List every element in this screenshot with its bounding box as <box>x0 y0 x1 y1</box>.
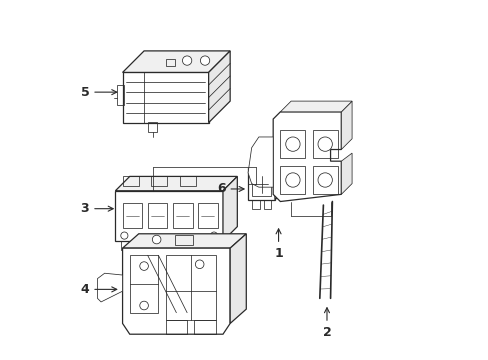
Text: 4: 4 <box>81 283 117 296</box>
Bar <box>180 176 196 186</box>
Circle shape <box>317 173 332 187</box>
Polygon shape <box>223 176 237 241</box>
Circle shape <box>317 137 332 151</box>
Bar <box>199 241 212 250</box>
Bar <box>147 203 167 228</box>
Polygon shape <box>247 160 284 169</box>
Polygon shape <box>273 112 341 202</box>
Text: 1: 1 <box>274 229 283 260</box>
Circle shape <box>195 260 203 269</box>
Polygon shape <box>341 101 351 149</box>
Polygon shape <box>122 234 246 248</box>
Bar <box>165 255 215 320</box>
Bar <box>148 122 157 132</box>
Bar <box>151 176 167 186</box>
Circle shape <box>140 301 148 310</box>
Circle shape <box>152 235 161 244</box>
Polygon shape <box>115 191 223 241</box>
Bar <box>180 241 192 250</box>
Polygon shape <box>247 169 274 200</box>
Bar <box>251 173 271 196</box>
Bar <box>122 203 142 228</box>
Bar <box>280 166 305 194</box>
Bar <box>122 176 139 186</box>
Text: 5: 5 <box>81 86 117 99</box>
Polygon shape <box>247 137 273 187</box>
Circle shape <box>121 232 128 239</box>
Bar <box>140 241 153 250</box>
Polygon shape <box>122 51 230 72</box>
Bar <box>280 130 305 158</box>
Polygon shape <box>274 160 284 200</box>
Circle shape <box>140 262 148 270</box>
Text: 3: 3 <box>81 202 113 215</box>
Bar <box>165 59 174 66</box>
Polygon shape <box>122 248 230 334</box>
Text: 6: 6 <box>217 183 244 195</box>
Bar <box>165 320 187 334</box>
Circle shape <box>285 173 300 187</box>
Text: 2: 2 <box>322 308 331 339</box>
Circle shape <box>182 56 191 65</box>
Polygon shape <box>280 101 351 112</box>
Bar <box>174 234 192 245</box>
Circle shape <box>200 56 209 65</box>
Bar <box>194 320 215 334</box>
Bar <box>172 203 192 228</box>
Bar <box>312 130 337 158</box>
Bar <box>263 200 271 209</box>
Bar <box>312 166 337 194</box>
Polygon shape <box>341 153 351 194</box>
Polygon shape <box>115 176 237 191</box>
Circle shape <box>210 232 217 239</box>
Polygon shape <box>230 234 246 323</box>
Bar <box>160 241 172 250</box>
Polygon shape <box>122 72 208 123</box>
Bar <box>251 200 259 209</box>
Bar <box>129 255 158 313</box>
Polygon shape <box>208 51 230 123</box>
Bar <box>121 241 133 250</box>
Polygon shape <box>97 273 122 302</box>
Circle shape <box>285 137 300 151</box>
Bar <box>198 203 217 228</box>
Bar <box>117 85 123 105</box>
